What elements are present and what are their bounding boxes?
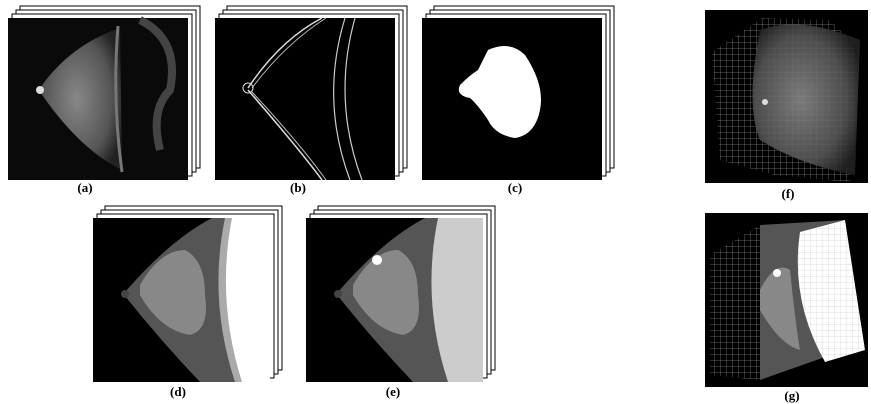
figure: (a) (b) (c) (d) [0, 0, 871, 404]
panel-b [215, 6, 407, 180]
panel-label: (b) [290, 180, 306, 195]
panel-a [8, 6, 200, 180]
image-shape [773, 269, 781, 277]
image-shape [334, 290, 342, 298]
panel-label: (d) [170, 384, 186, 399]
panel-d [93, 206, 282, 382]
image-shape [215, 18, 395, 180]
image-shape [762, 99, 768, 105]
image-shape [372, 255, 382, 265]
panel-label: (e) [386, 384, 400, 399]
image-shape [121, 290, 129, 298]
panel-g [705, 213, 868, 387]
panel-label: (g) [784, 388, 799, 403]
panel-label: (f) [782, 186, 795, 201]
panel-f [705, 10, 868, 183]
panel-label: (c) [508, 180, 522, 195]
panel-c [422, 6, 614, 180]
image-shape [36, 86, 44, 94]
panel-label: (a) [77, 180, 92, 195]
panel-e [306, 206, 495, 382]
